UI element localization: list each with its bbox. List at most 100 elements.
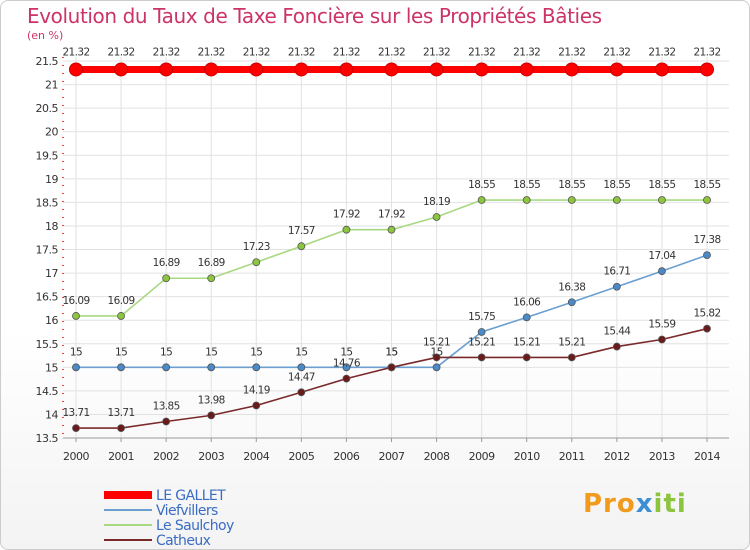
legend-label: Le Saulchoy (156, 518, 234, 534)
data-point[interactable] (114, 62, 129, 77)
data-label: 16.89 (153, 257, 180, 269)
data-point[interactable] (159, 62, 174, 77)
data-point[interactable] (342, 374, 351, 383)
data-point[interactable] (162, 274, 171, 283)
y-tick-label: 14 (45, 408, 58, 421)
data-point[interactable] (567, 353, 576, 362)
data-point[interactable] (117, 424, 125, 433)
data-point[interactable] (162, 363, 171, 372)
data-point[interactable] (432, 363, 441, 372)
data-point[interactable] (432, 353, 441, 362)
data-point[interactable] (207, 274, 216, 283)
y-tick-label: 19.5 (36, 149, 59, 162)
x-tick-label: 2000 (63, 450, 89, 463)
data-point[interactable] (477, 353, 486, 362)
data-point[interactable] (117, 363, 125, 372)
data-point[interactable] (297, 388, 306, 397)
x-tick-label: 2014 (694, 450, 720, 463)
data-label: 16.89 (198, 257, 225, 269)
data-point[interactable] (522, 313, 531, 322)
data-point[interactable] (384, 62, 399, 77)
data-point[interactable] (522, 353, 531, 362)
data-point[interactable] (703, 196, 711, 204)
data-point[interactable] (294, 62, 309, 77)
data-label: 21.32 (513, 46, 540, 58)
data-label: 18.55 (603, 179, 630, 191)
data-label: 15 (205, 346, 217, 358)
data-point[interactable] (703, 251, 711, 260)
data-label: 21.32 (288, 46, 315, 58)
data-point[interactable] (297, 242, 306, 251)
data-point[interactable] (252, 258, 261, 267)
data-point[interactable] (387, 225, 396, 234)
y-tick-label: 19 (45, 173, 58, 186)
data-point[interactable] (658, 267, 666, 276)
data-point[interactable] (342, 363, 351, 372)
data-label: 17.23 (243, 241, 270, 253)
data-point[interactable] (658, 196, 666, 204)
data-point[interactable] (432, 213, 441, 221)
data-point[interactable] (429, 62, 444, 77)
data-point[interactable] (609, 62, 624, 77)
data-point[interactable] (567, 196, 576, 204)
data-point[interactable] (252, 401, 261, 410)
data-label: 16.71 (603, 266, 630, 278)
data-point[interactable] (204, 62, 219, 77)
data-label: 15 (115, 346, 127, 358)
data-point[interactable] (612, 196, 621, 204)
data-point[interactable] (474, 62, 489, 77)
data-point[interactable] (658, 335, 666, 344)
x-tick-label: 2007 (379, 450, 405, 463)
data-label: 15 (340, 346, 352, 358)
data-point[interactable] (342, 225, 351, 234)
data-label: 14.47 (288, 371, 315, 383)
data-point[interactable] (519, 62, 534, 77)
data-point[interactable] (252, 363, 261, 372)
data-label: 15.21 (558, 336, 585, 348)
unit-label: (en %) (27, 29, 64, 42)
data-label: 18.55 (558, 179, 585, 191)
data-point[interactable] (387, 363, 396, 372)
data-label: 16.09 (108, 295, 135, 307)
data-point[interactable] (207, 411, 216, 420)
data-point[interactable] (567, 298, 576, 307)
data-label: 15 (430, 346, 442, 358)
y-tick-label: 16 (45, 314, 58, 327)
data-point[interactable] (297, 363, 306, 372)
data-label: 15.21 (423, 336, 450, 348)
data-label: 21.32 (468, 46, 495, 58)
data-label: 18.55 (693, 179, 720, 191)
y-tick-label: 21 (45, 79, 58, 92)
data-point[interactable] (72, 424, 80, 433)
data-label: 21.32 (603, 46, 630, 58)
data-point[interactable] (69, 62, 83, 77)
data-point[interactable] (700, 62, 714, 77)
data-label: 14.76 (333, 358, 361, 370)
data-point[interactable] (339, 62, 354, 77)
data-label: 14.19 (243, 384, 270, 396)
data-label: 15.59 (648, 319, 675, 331)
data-point[interactable] (207, 363, 216, 372)
data-point[interactable] (612, 342, 621, 351)
data-label: 17.92 (378, 209, 405, 221)
data-point[interactable] (522, 196, 531, 204)
data-point[interactable] (477, 196, 486, 204)
data-label: 15.44 (603, 326, 631, 338)
data-label: 15 (70, 346, 82, 358)
data-point[interactable] (162, 417, 171, 426)
data-label: 21.32 (648, 46, 675, 58)
data-point[interactable] (72, 363, 80, 372)
data-point[interactable] (564, 62, 579, 77)
x-tick-label: 2001 (108, 450, 134, 463)
data-point[interactable] (654, 62, 669, 77)
data-point[interactable] (117, 312, 125, 320)
data-point[interactable] (703, 324, 711, 333)
data-point[interactable] (612, 282, 621, 291)
data-label: 15.82 (693, 308, 720, 320)
data-point[interactable] (249, 62, 264, 77)
y-tick-label: 15 (45, 361, 58, 374)
data-point[interactable] (477, 328, 486, 336)
data-point[interactable] (72, 312, 80, 320)
data-label: 18.55 (468, 179, 495, 191)
